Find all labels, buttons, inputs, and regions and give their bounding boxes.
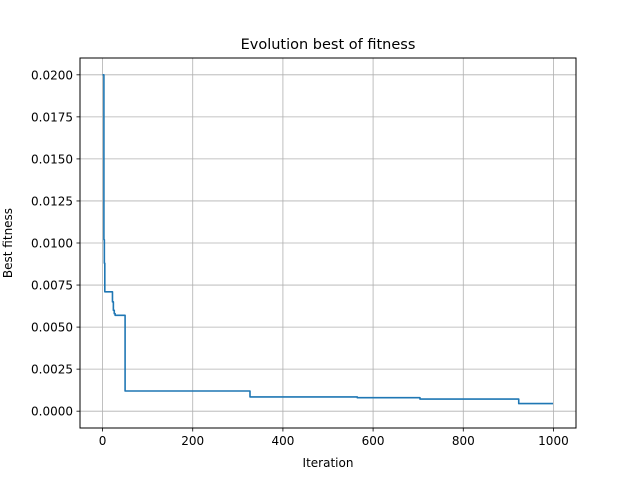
x-tick-label: 400 <box>271 434 294 448</box>
y-tick-label: 0.0100 <box>31 237 73 251</box>
y-tick-label: 0.0200 <box>31 68 73 82</box>
y-tick-label: 0.0175 <box>31 110 73 124</box>
y-tick-label: 0.0000 <box>31 405 73 419</box>
y-axis: 0.0000 0.0025 0.0050 0.0075 0.0100 0.0125 0.01… <box>31 68 80 419</box>
series-layer <box>102 74 553 405</box>
y-tick-label: 0.0075 <box>31 279 73 293</box>
y-axis-label: Best fitness <box>1 208 15 278</box>
x-axis-label: Iteration <box>303 456 354 470</box>
chart-title: Evolution best of fitness <box>241 37 416 53</box>
x-tick-label: 0 <box>99 434 107 448</box>
y-tick-label: 0.0025 <box>31 363 73 377</box>
grid <box>80 58 576 428</box>
x-tick-label: 600 <box>362 434 385 448</box>
x-tick-label: 1000 <box>538 434 569 448</box>
y-tick-label: 0.0125 <box>31 194 73 208</box>
y-tick-label: 0.0050 <box>31 321 73 335</box>
y-tick-label: 0.0150 <box>31 152 73 166</box>
best-fitness-line <box>102 74 553 405</box>
x-tick-label: 200 <box>181 434 204 448</box>
x-tick-label: 800 <box>452 434 475 448</box>
x-axis: 0 200 400 600 800 1000 <box>99 428 569 448</box>
